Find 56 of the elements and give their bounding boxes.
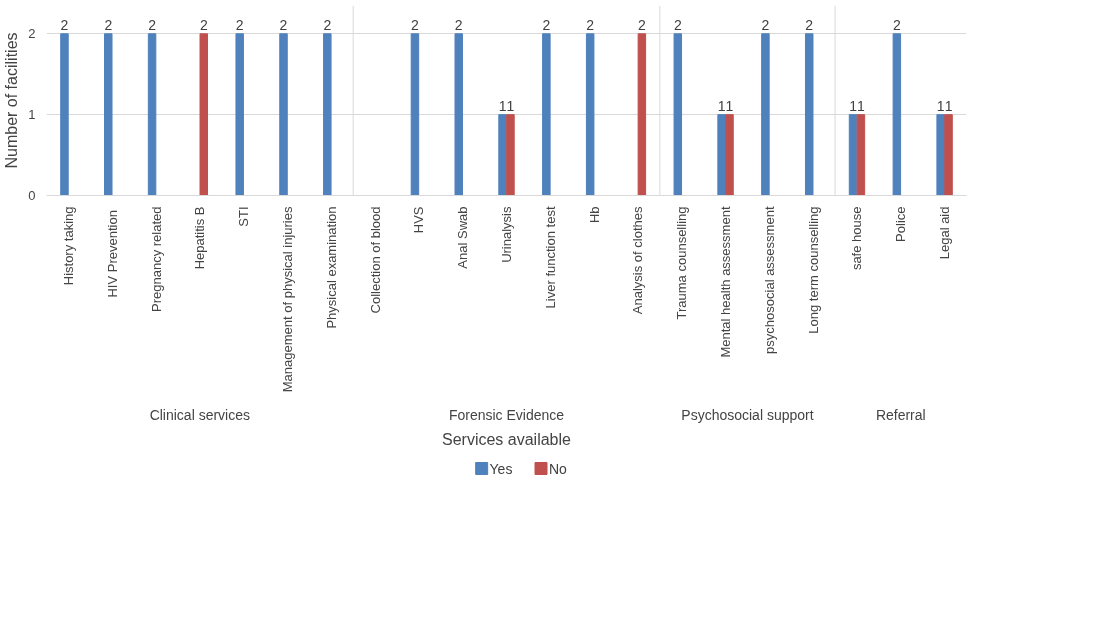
data-label: 2 [148,16,157,33]
x-tick-label: Hepatitis B [192,206,208,270]
x-tick-label: Management of physical injuries [279,206,295,393]
x-tick-label: Analysis of clothes [630,206,646,315]
data-label: 1 [936,97,945,114]
y-axis-title: Number of facilities [3,32,21,169]
x-tick-label: Legal aid [937,206,953,260]
data-label: 2 [235,16,244,33]
data-label: 1 [717,97,726,114]
y-tick-label: 1 [28,107,36,123]
x-tick-label: Hb [586,206,602,224]
data-label: 2 [673,16,682,33]
data-label: 2 [892,16,901,33]
x-tick-label: psychosocial assessment [761,206,777,354]
x-tick-label: Liver function test [542,206,558,309]
data-label: 2 [637,16,646,33]
x-tick-label: Physical examination [323,206,339,329]
x-tick-label: HVS [411,206,427,234]
x-tick-label: Pregnancy related [148,206,164,313]
data-label: 1 [506,97,515,114]
x-tick-label: Long term counselling [805,206,821,334]
data-label: 2 [104,16,113,33]
x-tick-label: HIV Prevention [104,210,120,298]
x-tick-label: History taking [60,206,76,286]
y-tick-label: 2 [28,26,36,42]
x-tick-label: Trauma counselling [674,206,690,320]
x-tick-label: Urinalysis [499,206,514,263]
data-label: 1 [857,97,866,114]
text: Clinical services [149,406,251,423]
data-label: 2 [454,16,463,33]
x-axis-title: Services available [442,430,572,448]
data-label: 2 [279,16,288,33]
data-label: 1 [849,97,858,114]
data-label: 2 [60,16,69,33]
data-label: 2 [411,16,420,33]
x-tick-label: Mental health assessment [718,206,734,358]
data-label: 2 [761,16,770,33]
legend-label: Yes [489,460,513,477]
x-tick-label: safe house [849,206,865,271]
data-label: 2 [199,16,208,33]
text: Referral [875,406,926,423]
x-tick-label: Police [893,206,909,242]
data-label: 2 [586,16,595,33]
legend-label: No [548,460,568,477]
data-label: 2 [805,16,814,33]
data-label: 1 [725,97,734,114]
data-label: 2 [542,16,551,33]
text: Psychosocial support [681,406,814,423]
data-label: 1 [944,97,953,114]
y-tick-label: 0 [28,188,36,203]
data-label: 2 [323,16,332,33]
text: Forensic Evidence [448,406,565,423]
x-tick-label: Collection of blood [367,206,383,314]
x-tick-label: STI [236,206,252,227]
data-label: 1 [498,97,507,114]
x-tick-label: Anal Swab [455,206,471,269]
